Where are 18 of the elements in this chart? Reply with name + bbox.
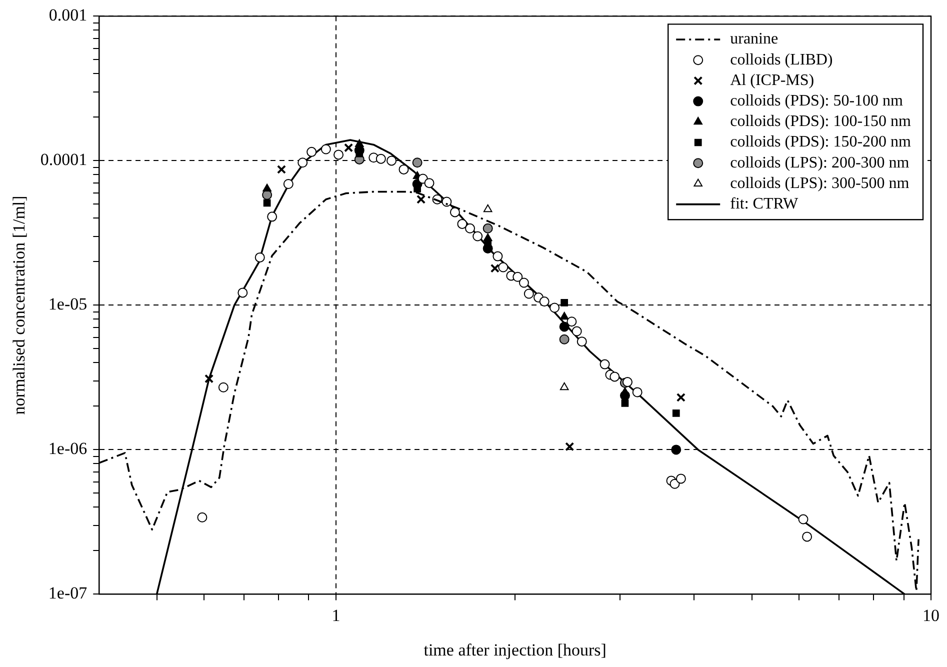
legend-label: colloids (LPS): 300-500 nm <box>730 174 910 192</box>
legend-label: uranine <box>730 30 778 48</box>
x-tick-label: 10 <box>922 606 940 625</box>
y-tick-label: 0.0001 <box>40 150 88 170</box>
x-axis-title: time after injection [hours] <box>424 640 606 660</box>
legend-label: colloids (LPS): 200-300 nm <box>730 154 910 172</box>
y-tick-label: 1e-06 <box>48 439 88 458</box>
legend-label: colloids (LIBD) <box>730 51 833 68</box>
legend-label: colloids (PDS): 100-150 nm <box>730 113 912 130</box>
legend-label: colloids (PDS): 150-200 nm <box>730 134 912 151</box>
y-axis-title: normalised concentration [1/ml] <box>10 196 29 415</box>
x-tick-label: 1 <box>332 606 340 625</box>
y-tick-label: 1e-07 <box>48 584 88 603</box>
legend-label: fit: CTRW <box>730 196 800 213</box>
y-tick-label: 1e-05 <box>48 294 88 314</box>
legend-label: colloids (PDS): 50-100 nm <box>730 92 904 110</box>
legend-label: Al (ICP-MS) <box>730 72 814 89</box>
y-tick-label: 0.001 <box>48 6 88 25</box>
